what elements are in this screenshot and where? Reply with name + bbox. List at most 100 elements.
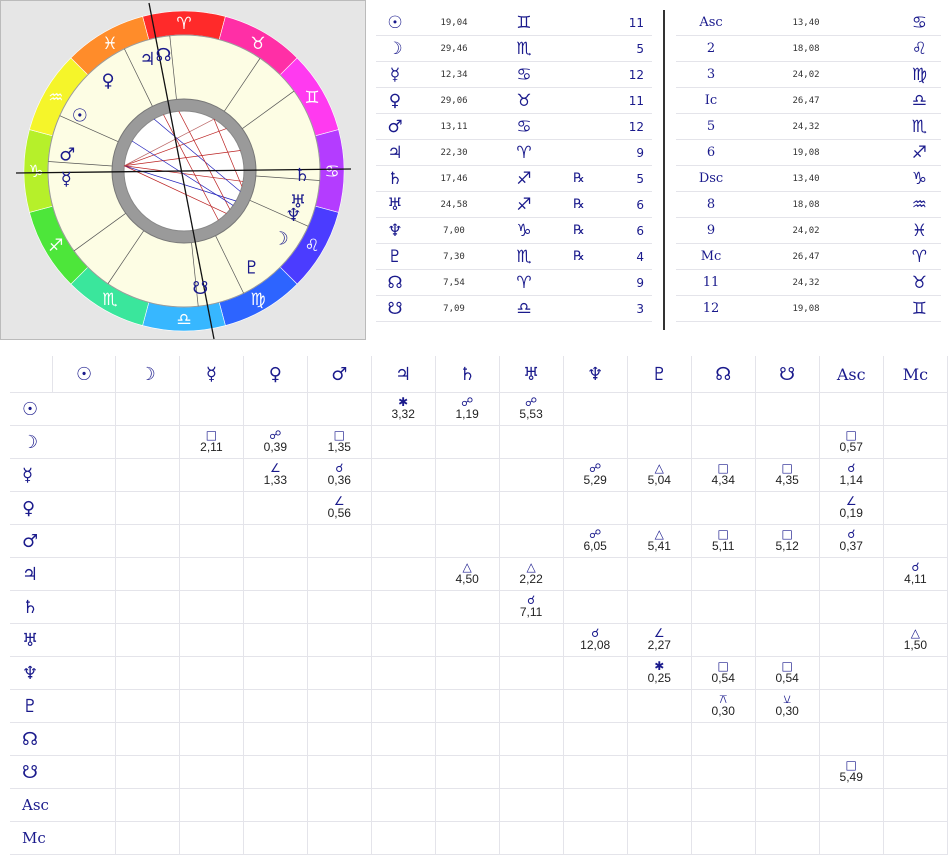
house-cusp-line (59, 115, 119, 143)
aspect-cell (627, 755, 692, 789)
aspect-orb: 3,32 (391, 407, 415, 421)
house-degree: 26,47 (746, 87, 866, 114)
zodiac-sign-glyph: ♎ (176, 310, 191, 330)
aspect-orb: 5,04 (647, 473, 671, 487)
aspect-cell (563, 722, 628, 756)
aspect-symbol: ☌ (591, 626, 600, 640)
aspect-cell (307, 788, 372, 822)
planet-degree: 29,46 (414, 35, 494, 62)
aspect-symbol: ☍ (589, 461, 602, 475)
aspect-cell (499, 689, 564, 723)
aspect-symbol: □ (717, 659, 729, 673)
aspect-row: ☽ □ 2,11 ☍ 0,39 □ 1,35 □ 0,57 (10, 425, 948, 459)
aspect-row: Asc (10, 788, 948, 822)
aspect-cell (883, 590, 948, 624)
house-row: 11 24,32 ♉ (676, 269, 941, 296)
aspect-cell (819, 557, 884, 591)
aspect-orb: 0,19 (839, 506, 863, 520)
aspect-symbol: □ (845, 428, 857, 442)
house-degree: 13,40 (746, 165, 866, 192)
aspect-cell (499, 623, 564, 657)
aspect-cell (371, 755, 436, 789)
aspect-line (124, 128, 227, 167)
aspect-cell (691, 425, 756, 459)
aspect-cell (563, 590, 628, 624)
planet-glyph: ☋ (376, 295, 414, 322)
aspect-row-glyph: Mc (10, 821, 53, 855)
aspect-cell (627, 722, 692, 756)
planet-row: ☽ 29,46 ♏ 5 (376, 35, 652, 62)
aspect-column-header: ♇ (627, 356, 692, 393)
aspect-cell (307, 557, 372, 591)
planet-degree: 7,54 (414, 269, 494, 296)
aspect-cell (52, 590, 117, 624)
aspect-cell (307, 689, 372, 723)
planet-house: 6 (604, 191, 652, 218)
aspect-symbol: ☌ (847, 527, 856, 541)
aspect-cell (883, 722, 948, 756)
aspect-row-glyph: ♀ (10, 491, 53, 525)
house-sign: ♑ (866, 165, 941, 192)
aspect-cell (307, 392, 372, 426)
aspect-cell (179, 656, 244, 690)
zodiac-sign-glyph: ♒ (48, 88, 63, 108)
asc-dsc-axis (15, 168, 352, 174)
aspect-row: ♃ △ 4,50 △ 2,22 ☌ 4,11 (10, 557, 948, 591)
aspect-symbol: □ (781, 659, 793, 673)
planet-degree: 12,34 (414, 61, 494, 88)
aspect-cell (883, 458, 948, 492)
aspect-cell (52, 821, 117, 855)
aspect-orb: 0,37 (839, 539, 863, 553)
planet-sign: ♉ (494, 87, 554, 114)
aspect-row: ☉ ✱ 3,32 ☍ 1,19 ☍ 5,53 (10, 392, 948, 426)
planet-sign: ♎ (494, 295, 554, 322)
aspect-column-header: Mc (883, 356, 948, 393)
aspect-symbol: □ (781, 527, 793, 541)
retrograde-mark (554, 35, 604, 62)
house-label: 8 (676, 191, 746, 218)
aspect-cell (52, 524, 117, 558)
aspect-orb: 0,56 (327, 506, 351, 520)
planet-degree: 7,00 (414, 217, 494, 244)
aspect-cell (883, 425, 948, 459)
aspect-cell (307, 590, 372, 624)
house-label: 11 (676, 269, 746, 296)
aspect-orb: 5,53 (519, 407, 543, 421)
aspect-cell (883, 821, 948, 855)
planet-degree: 19,04 (414, 10, 494, 36)
aspect-cell (563, 656, 628, 690)
planet-glyph: ♄ (376, 165, 414, 192)
aspect-cell (883, 788, 948, 822)
aspect-orb: 1,33 (263, 473, 287, 487)
aspect-orb: 4,34 (711, 473, 735, 487)
aspect-row-glyph: ☋ (10, 755, 53, 789)
table-divider (663, 10, 665, 330)
aspect-orb: 0,30 (775, 704, 799, 718)
aspect-cell (819, 722, 884, 756)
house-cusp-line (169, 35, 177, 100)
aspect-cell (691, 590, 756, 624)
aspect-cell (883, 491, 948, 525)
aspect-cell: □ 1,35 (307, 425, 372, 459)
aspect-cell (52, 656, 117, 690)
aspect-cell (52, 788, 117, 822)
aspect-symbol: ☌ (847, 461, 856, 475)
planet-degree: 24,58 (414, 191, 494, 218)
zodiac-sign-glyph: ♉ (250, 34, 265, 54)
house-sign: ♍ (866, 61, 941, 88)
aspect-cell: △ 4,50 (435, 557, 500, 591)
aspect-line (163, 114, 219, 221)
aspect-symbol: □ (781, 461, 793, 475)
aspect-symbol: □ (205, 428, 218, 442)
house-label: 3 (676, 61, 746, 88)
planet-house: 12 (604, 61, 652, 88)
house-degree: 18,08 (746, 191, 866, 218)
aspect-orb: 0,36 (327, 473, 351, 487)
house-cusp-line (107, 230, 145, 284)
planet-sign: ♏ (494, 35, 554, 62)
aspect-cell (755, 590, 820, 624)
aspect-symbol: □ (845, 758, 857, 772)
aspect-cell: ∠ 2,27 (627, 623, 692, 657)
aspect-cell (179, 557, 244, 591)
planet-glyph-wheel: ♆ (285, 205, 301, 226)
